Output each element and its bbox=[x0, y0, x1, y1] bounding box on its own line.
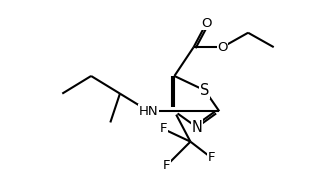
Text: S: S bbox=[200, 83, 210, 98]
Text: O: O bbox=[217, 41, 228, 54]
Text: N: N bbox=[192, 120, 202, 135]
Text: HN: HN bbox=[139, 105, 159, 118]
Text: F: F bbox=[163, 159, 170, 172]
Text: O: O bbox=[201, 17, 212, 30]
Text: F: F bbox=[160, 122, 167, 135]
Text: F: F bbox=[208, 151, 215, 164]
